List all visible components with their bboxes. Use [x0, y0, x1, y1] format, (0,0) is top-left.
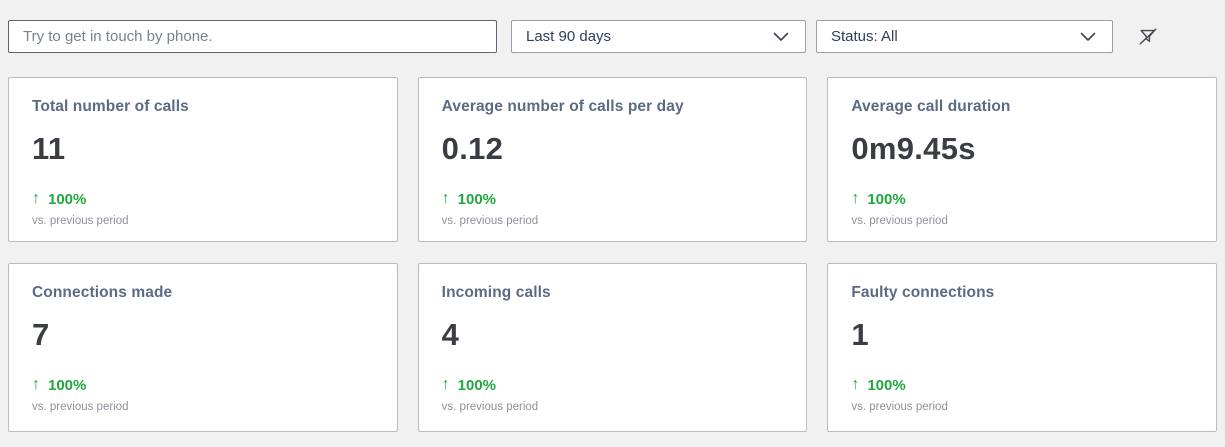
trend-percent: 100%: [867, 376, 906, 394]
stat-card-faulty-connections: Faulty connections 1 ↑ 100% vs. previous…: [827, 263, 1217, 432]
status-filter-select[interactable]: Status: All: [816, 20, 1113, 53]
stat-card-total-calls: Total number of calls 11 ↑ 100% vs. prev…: [8, 77, 398, 242]
stats-grid: Total number of calls 11 ↑ 100% vs. prev…: [8, 77, 1217, 432]
trend-up-arrow-icon: ↑: [441, 190, 450, 207]
stat-card-avg-calls-per-day: Average number of calls per day 0.12 ↑ 1…: [417, 77, 808, 242]
card-title: Faulty connections: [851, 284, 995, 301]
card-title: Total number of calls: [32, 98, 189, 115]
card-trend: ↑ 100%: [32, 376, 374, 394]
date-range-value: Last 90 days: [526, 28, 612, 45]
stat-card-incoming-calls: Incoming calls 4 ↑ 100% vs. previous per…: [417, 263, 808, 432]
card-value: 0m9.45s: [851, 131, 976, 166]
filter-toolbar: Last 90 days Status: All: [0, 0, 1225, 53]
stat-card-avg-call-duration: Average call duration 0m9.45s ↑ 100% vs.…: [827, 77, 1217, 242]
search-input[interactable]: [8, 20, 497, 53]
card-title: Average number of calls per day: [441, 98, 684, 115]
chevron-down-icon: [1080, 32, 1096, 42]
status-filter-value: Status: All: [831, 28, 898, 45]
filter-clear-icon: [1137, 26, 1159, 48]
card-comparison: vs. previous period: [851, 401, 948, 413]
trend-percent: 100%: [48, 376, 87, 394]
card-comparison: vs. previous period: [32, 401, 129, 413]
card-trend: ↑ 100%: [442, 190, 784, 208]
trend-percent: 100%: [48, 190, 87, 208]
date-range-select[interactable]: Last 90 days: [511, 20, 806, 53]
trend-percent: 100%: [457, 376, 497, 394]
card-title: Incoming calls: [441, 284, 551, 301]
trend-up-arrow-icon: ↑: [851, 190, 860, 207]
trend-up-arrow-icon: ↑: [851, 376, 860, 393]
card-trend: ↑ 100%: [32, 190, 374, 208]
trend-up-arrow-icon: ↑: [32, 376, 40, 393]
card-value: 7: [32, 317, 50, 352]
chevron-down-icon: [773, 32, 789, 42]
card-value: 11: [32, 131, 66, 166]
card-comparison: vs. previous period: [441, 401, 539, 413]
card-value: 0.12: [441, 131, 504, 166]
stat-card-connections-made: Connections made 7 ↑ 100% vs. previous p…: [8, 263, 398, 432]
trend-percent: 100%: [457, 190, 497, 208]
card-comparison: vs. previous period: [441, 215, 539, 227]
card-comparison: vs. previous period: [851, 215, 948, 227]
clear-filters-button[interactable]: [1135, 24, 1161, 50]
card-value: 4: [441, 317, 460, 352]
card-value: 1: [851, 317, 869, 352]
card-comparison: vs. previous period: [32, 215, 129, 227]
card-title: Connections made: [32, 284, 173, 301]
card-title: Average call duration: [851, 98, 1011, 115]
trend-up-arrow-icon: ↑: [32, 190, 40, 207]
card-trend: ↑ 100%: [851, 376, 1193, 394]
card-trend: ↑ 100%: [442, 376, 784, 394]
trend-up-arrow-icon: ↑: [441, 376, 450, 393]
trend-percent: 100%: [867, 190, 906, 208]
card-trend: ↑ 100%: [851, 190, 1193, 208]
